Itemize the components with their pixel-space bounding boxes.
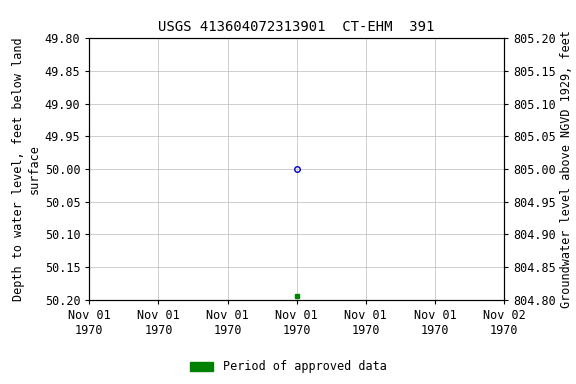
Y-axis label: Depth to water level, feet below land
surface: Depth to water level, feet below land su…: [13, 37, 40, 301]
Title: USGS 413604072313901  CT-EHM  391: USGS 413604072313901 CT-EHM 391: [158, 20, 435, 35]
Y-axis label: Groundwater level above NGVD 1929, feet: Groundwater level above NGVD 1929, feet: [560, 30, 573, 308]
Legend: Period of approved data: Period of approved data: [185, 356, 391, 378]
